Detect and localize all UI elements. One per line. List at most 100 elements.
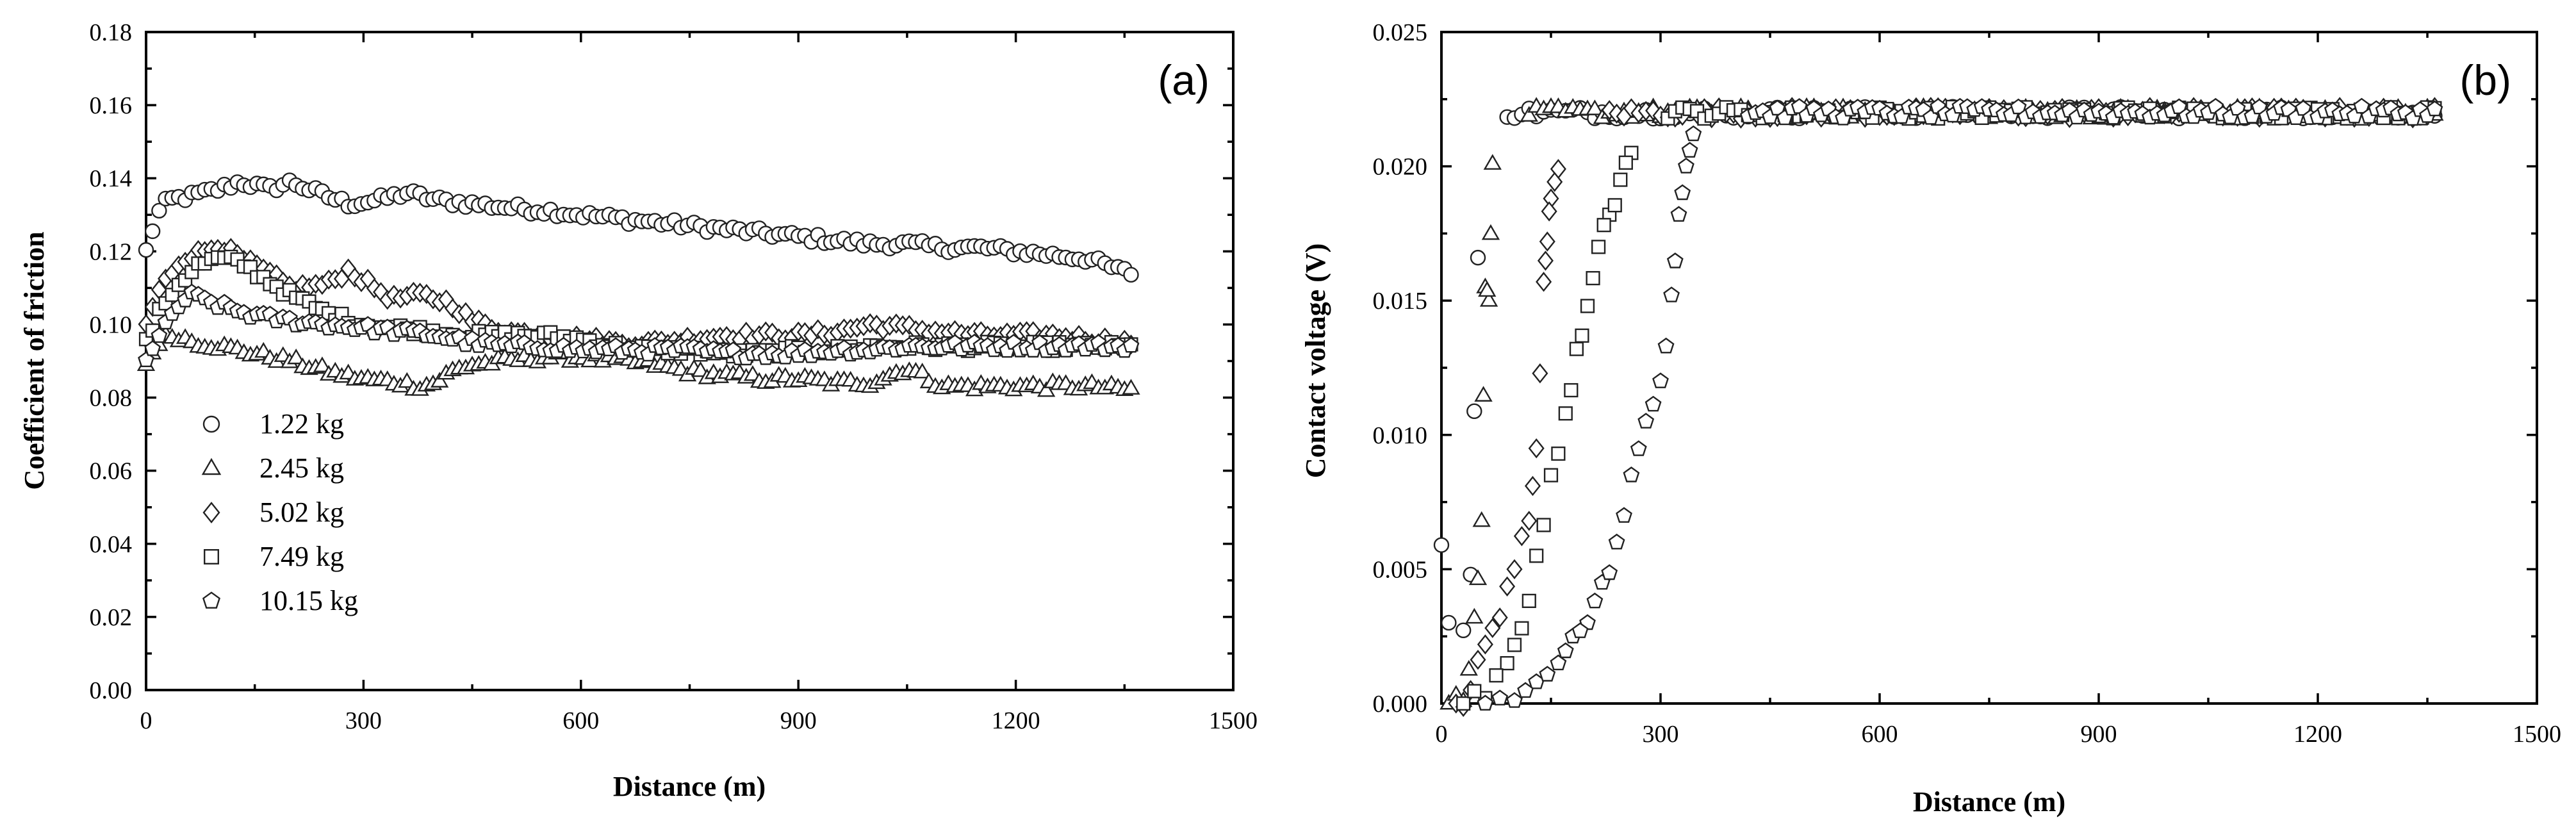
legend-marker: [202, 591, 221, 609]
data-point: [1613, 172, 1628, 187]
chart-panel-a: 0 300 600 900 1200 1500 0.00 0.02 0.04 0…: [19, 19, 1258, 802]
data-point: [1569, 341, 1584, 356]
x-tick-label: 0: [1436, 721, 1448, 748]
data-point: [1489, 668, 1504, 683]
y-tick-label: 0.14: [90, 165, 133, 192]
y-tick-label: 0.000: [1373, 691, 1428, 718]
plot-frame-b: [1440, 31, 2538, 705]
data-point: [1491, 607, 1508, 628]
data-point: [1037, 381, 1056, 397]
data-point: [1657, 337, 1675, 354]
data-point: [1122, 379, 1140, 395]
data-point: [1456, 696, 1471, 711]
series-2-45-kg: [136, 324, 1140, 397]
data-point: [1483, 154, 1502, 170]
y-tick-label: 0.06: [90, 458, 133, 485]
data-point: [1685, 125, 1702, 142]
data-point: [1618, 155, 1633, 170]
data-point: [151, 202, 167, 219]
data-point: [1477, 695, 1494, 711]
data-series-b: [1433, 97, 2444, 717]
legend-label: 10.15 kg: [259, 585, 358, 616]
data-point: [1506, 559, 1523, 580]
x-tick-label: 900: [2081, 721, 2117, 748]
data-point: [1481, 224, 1500, 240]
y-tick-label: 0.08: [90, 385, 133, 412]
data-point: [1478, 281, 1497, 297]
series-7-49-kg: [1456, 99, 2442, 711]
data-point: [1623, 466, 1640, 482]
x-axis-title-a: Distance (m): [613, 771, 766, 802]
data-point: [1459, 660, 1478, 676]
data-point: [138, 242, 154, 258]
data-point: [1528, 438, 1545, 459]
x-tick-label: 600: [1862, 721, 1898, 748]
data-point: [1524, 475, 1541, 497]
x-tick-label: 300: [1643, 721, 1679, 748]
data-point: [1467, 684, 1482, 698]
series-5-02-kg: [1448, 97, 2443, 717]
data-point: [1499, 576, 1516, 597]
data-point: [1507, 638, 1522, 652]
data-point: [1607, 198, 1622, 213]
data-point: [398, 372, 416, 388]
series-10-15-kg: [138, 283, 1140, 367]
panel-label-b: (b): [2459, 56, 2511, 104]
data-point: [1591, 240, 1606, 254]
data-point: [2010, 98, 2027, 115]
x-tick-label: 300: [345, 707, 382, 734]
data-point: [1769, 99, 1786, 116]
data-point: [1517, 682, 1534, 698]
legend-label: 5.02 kg: [259, 497, 344, 528]
legend-marker: [204, 549, 220, 565]
data-point: [1441, 614, 1457, 631]
data-point: [1558, 406, 1573, 421]
legend-label: 2.45 kg: [259, 452, 344, 484]
x-tick-label: 1200: [992, 707, 1040, 734]
data-point: [691, 361, 710, 377]
data-point: [431, 372, 449, 388]
x-axis-title-b: Distance (m): [1913, 786, 2065, 818]
data-point: [1455, 622, 1472, 639]
data-point: [1571, 622, 1589, 638]
data-point: [1470, 650, 1486, 670]
y-tick-label: 0.010: [1373, 422, 1428, 449]
data-point: [1575, 328, 1589, 343]
y-tick-labels-a: 0.00 0.02 0.04 0.06 0.08 0.10 0.12 0.14 …: [90, 19, 133, 704]
data-point: [1477, 634, 1493, 655]
data-point: [1514, 621, 1529, 636]
data-point: [1677, 158, 1694, 174]
data-point: [1586, 592, 1604, 609]
data-point: [1470, 249, 1486, 266]
legend-label: 7.49 kg: [259, 541, 344, 572]
data-point: [913, 363, 931, 379]
data-point: [1637, 413, 1655, 429]
y-tick-label: 0.16: [90, 92, 133, 119]
y-tick-label: 0.02: [90, 604, 133, 631]
series-10-15-kg: [1477, 97, 2443, 711]
x-tick-label: 1200: [2293, 721, 2342, 748]
series-1-22-kg: [138, 172, 1139, 283]
data-point: [1652, 372, 1669, 388]
data-point: [1586, 271, 1600, 286]
y-tick-label: 0.04: [90, 531, 133, 558]
data-point: [1529, 548, 1544, 563]
legend-marker: [202, 502, 220, 523]
data-point: [2426, 100, 2443, 117]
data-point: [1472, 511, 1491, 527]
data-point: [1586, 99, 1604, 115]
legend-label: 1.22 kg: [259, 408, 344, 440]
legend: 1.22 kg 2.45 kg 5.02 kg 7.49 kg 10.15 kg: [201, 408, 358, 616]
y-tick-label: 0.18: [90, 19, 133, 46]
x-tick-label: 600: [562, 707, 599, 734]
data-series-a: [136, 172, 1140, 397]
data-point: [1522, 593, 1536, 608]
data-point: [1541, 201, 1557, 222]
data-point: [1491, 689, 1509, 706]
data-point: [287, 348, 306, 365]
data-point: [1550, 654, 1567, 671]
data-point: [1484, 618, 1501, 638]
axis-ticks-b: [1440, 31, 2538, 705]
data-point: [1557, 642, 1574, 659]
